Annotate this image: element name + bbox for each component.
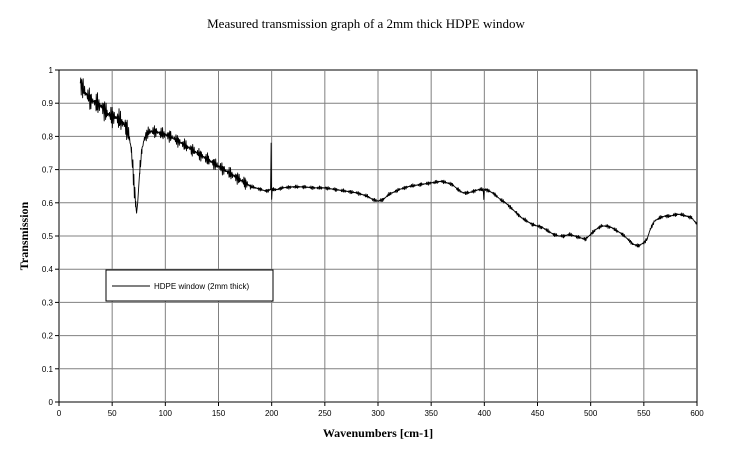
legend: HDPE window (2mm thick) xyxy=(105,269,274,302)
x-tick-label: 150 xyxy=(212,409,226,418)
x-tick-label: 350 xyxy=(424,409,438,418)
y-tick-label: 0.9 xyxy=(42,99,54,108)
y-tick-label: 0.5 xyxy=(42,232,54,241)
y-tick-label: 0.6 xyxy=(42,199,54,208)
series-layer xyxy=(79,77,698,248)
y-tick-label: 0 xyxy=(49,398,54,407)
series-line xyxy=(79,77,698,248)
y-axis-ticks: 0 0.1 0.2 0.3 0.4 0.5 0.6 0.7 0.8 0.9 1 xyxy=(42,66,59,407)
x-axis-ticks: 0 50 100 150 200 250 300 350 400 450 500 550 600 xyxy=(57,402,704,418)
x-axis-label: Wavenumbers [cm-1] xyxy=(323,426,433,440)
x-tick-label: 300 xyxy=(371,409,385,418)
y-tick-label: 0.4 xyxy=(42,265,54,274)
x-tick-label: 500 xyxy=(584,409,598,418)
gridlines xyxy=(59,70,697,402)
x-tick-label: 200 xyxy=(265,409,279,418)
chart-title: Measured transmission graph of a 2mm thi… xyxy=(207,16,525,31)
y-tick-label: 1 xyxy=(49,66,54,75)
x-tick-label: 450 xyxy=(531,409,545,418)
y-tick-label: 0.8 xyxy=(42,132,54,141)
y-tick-label: 0.2 xyxy=(42,332,54,341)
x-tick-label: 0 xyxy=(57,409,62,418)
x-tick-label: 400 xyxy=(478,409,492,418)
x-tick-label: 600 xyxy=(690,409,704,418)
y-axis-label: Transmission xyxy=(17,201,31,270)
x-tick-label: 50 xyxy=(108,409,117,418)
y-tick-label: 0.1 xyxy=(42,365,54,374)
x-tick-label: 550 xyxy=(637,409,651,418)
legend-label: HDPE window (2mm thick) xyxy=(154,282,249,291)
x-tick-label: 250 xyxy=(318,409,332,418)
x-tick-label: 100 xyxy=(159,409,173,418)
y-tick-label: 0.3 xyxy=(42,298,54,307)
y-tick-label: 0.7 xyxy=(42,166,54,175)
